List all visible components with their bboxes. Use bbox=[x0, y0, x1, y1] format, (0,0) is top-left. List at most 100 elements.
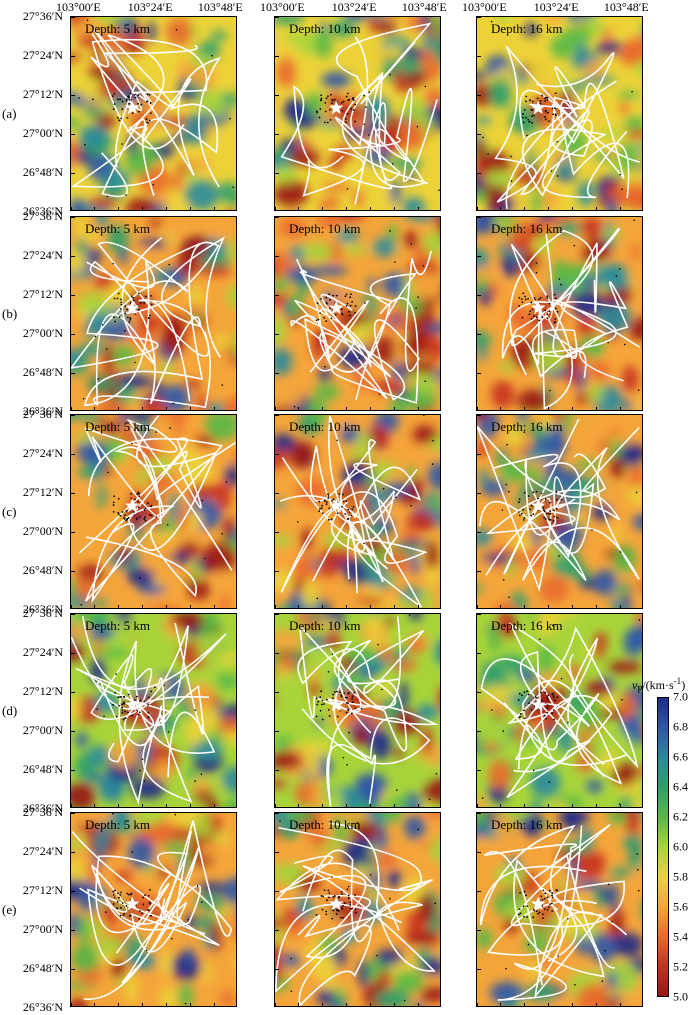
axis-tick bbox=[275, 56, 279, 57]
axis-tick bbox=[418, 605, 419, 609]
x-tick-label: 103°48′E bbox=[402, 0, 447, 15]
depth-label: Depth: 16 km bbox=[491, 21, 563, 37]
axis-tick bbox=[94, 207, 95, 211]
colorbar-tick-label: 7.0 bbox=[673, 690, 688, 705]
axis-tick bbox=[142, 207, 143, 211]
axis-tick bbox=[275, 334, 279, 335]
velocity-field bbox=[275, 415, 440, 608]
axis-tick bbox=[477, 256, 481, 257]
velocity-field bbox=[71, 17, 236, 210]
y-tick-label: 27°00′N bbox=[0, 126, 63, 141]
velocity-map-panel: Depth: 16 km bbox=[476, 812, 643, 1007]
y-tick-label: 26°48′N bbox=[0, 165, 63, 180]
axis-tick bbox=[477, 731, 481, 732]
axis-tick bbox=[275, 454, 279, 455]
axis-tick bbox=[596, 1003, 597, 1007]
axis-tick bbox=[71, 1003, 72, 1007]
colorbar-tick-label: 5.4 bbox=[673, 930, 688, 945]
axis-tick bbox=[477, 493, 481, 494]
depth-label: Depth: 10 km bbox=[289, 618, 361, 634]
axis-tick bbox=[275, 891, 279, 892]
axis-tick bbox=[71, 415, 75, 416]
axis-tick bbox=[275, 692, 279, 693]
axis-tick bbox=[477, 56, 481, 57]
velocity-map-panel: Depth: 16 km bbox=[476, 613, 643, 808]
axis-tick bbox=[71, 17, 75, 18]
y-tick-label: 26°48′N bbox=[0, 961, 63, 976]
axis-tick bbox=[346, 207, 347, 211]
axis-tick bbox=[346, 804, 347, 808]
axis-tick bbox=[298, 605, 299, 609]
axis-tick bbox=[477, 207, 478, 211]
axis-tick bbox=[524, 1003, 525, 1007]
axis-tick bbox=[275, 373, 279, 374]
x-tick-label: 103°48′E bbox=[198, 0, 243, 15]
axis-tick bbox=[275, 731, 279, 732]
axis-tick bbox=[572, 804, 573, 808]
velocity-field bbox=[275, 614, 440, 807]
x-tick-label: 103°24′E bbox=[128, 0, 173, 15]
axis-tick bbox=[596, 804, 597, 808]
axis-tick bbox=[142, 804, 143, 808]
axis-tick bbox=[118, 207, 119, 211]
colorbar-tick-label: 5.2 bbox=[673, 960, 688, 975]
axis-tick bbox=[190, 1003, 191, 1007]
axis-tick bbox=[275, 134, 279, 135]
axis-tick bbox=[477, 852, 481, 853]
axis-tick bbox=[477, 334, 481, 335]
colorbar-tick-label: 6.6 bbox=[673, 750, 688, 765]
y-tick-label: 27°24′N bbox=[0, 645, 63, 660]
row-label: (e) bbox=[2, 902, 16, 918]
axis-tick bbox=[477, 891, 481, 892]
y-tick-label: 27°36′N bbox=[0, 407, 63, 422]
row-label: (b) bbox=[2, 306, 17, 322]
axis-tick bbox=[548, 605, 549, 609]
axis-tick bbox=[190, 407, 191, 411]
y-tick-label: 27°12′N bbox=[0, 287, 63, 302]
axis-tick bbox=[370, 207, 371, 211]
velocity-field bbox=[477, 217, 642, 410]
axis-tick bbox=[71, 891, 75, 892]
axis-tick bbox=[418, 407, 419, 411]
axis-tick bbox=[275, 930, 279, 931]
axis-tick bbox=[275, 770, 279, 771]
y-tick-label: 27°36′N bbox=[0, 9, 63, 24]
velocity-map-panel: Depth: 5 km bbox=[70, 16, 237, 211]
velocity-colorbar bbox=[657, 697, 669, 997]
y-tick-label: 27°00′N bbox=[0, 723, 63, 738]
axis-tick bbox=[524, 207, 525, 211]
axis-tick bbox=[346, 605, 347, 609]
axis-tick bbox=[190, 605, 191, 609]
axis-tick bbox=[298, 804, 299, 808]
axis-tick bbox=[524, 804, 525, 808]
axis-tick bbox=[477, 295, 481, 296]
axis-tick bbox=[94, 605, 95, 609]
axis-tick bbox=[118, 1003, 119, 1007]
axis-tick bbox=[477, 415, 481, 416]
axis-tick bbox=[214, 1003, 215, 1007]
axis-tick bbox=[275, 173, 279, 174]
y-tick-label: 27°24′N bbox=[0, 844, 63, 859]
axis-tick bbox=[500, 804, 501, 808]
axis-tick bbox=[71, 852, 75, 853]
axis-tick bbox=[190, 207, 191, 211]
axis-tick bbox=[118, 804, 119, 808]
axis-tick bbox=[275, 295, 279, 296]
axis-tick bbox=[477, 813, 481, 814]
axis-tick bbox=[71, 731, 75, 732]
axis-tick bbox=[71, 571, 75, 572]
depth-label: Depth: 10 km bbox=[289, 419, 361, 435]
axis-tick bbox=[394, 207, 395, 211]
axis-tick bbox=[394, 605, 395, 609]
axis-tick bbox=[214, 407, 215, 411]
y-tick-label: 27°12′N bbox=[0, 87, 63, 102]
velocity-map-panel: Depth: 10 km bbox=[274, 216, 441, 411]
axis-tick bbox=[394, 407, 395, 411]
axis-tick bbox=[118, 605, 119, 609]
axis-tick bbox=[94, 407, 95, 411]
velocity-map-panel: Depth: 5 km bbox=[70, 613, 237, 808]
axis-tick bbox=[142, 605, 143, 609]
depth-label: Depth: 10 km bbox=[289, 817, 361, 833]
axis-tick bbox=[71, 614, 75, 615]
velocity-field bbox=[477, 415, 642, 608]
